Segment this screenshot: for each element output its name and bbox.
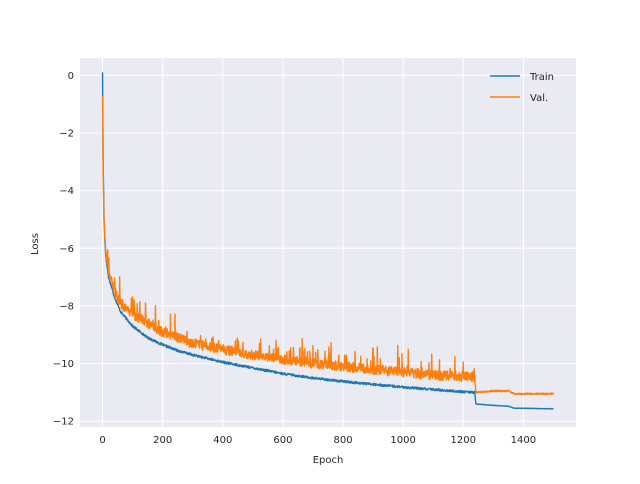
legend: Train Val. — [490, 72, 554, 104]
x-axis-label: Epoch — [313, 455, 344, 466]
y-tick-label: 0 — [68, 71, 74, 82]
x-tick-label: 200 — [153, 435, 172, 446]
y-tick-label: −4 — [59, 186, 74, 197]
y-tick-label: −2 — [59, 128, 74, 139]
x-tick-label: 1000 — [390, 435, 415, 446]
series-lines — [101, 72, 555, 410]
y-axis-ticks: 0 −2 −4 −6 −8 −10 −12 — [53, 71, 74, 428]
series-line-train — [101, 72, 554, 410]
y-axis-label: Loss — [30, 233, 41, 255]
y-tick-label: −10 — [53, 359, 74, 370]
x-tick-label: 1200 — [451, 435, 476, 446]
x-tick-label: 800 — [333, 435, 352, 446]
y-tick-label: −12 — [53, 417, 74, 428]
x-tick-label: 0 — [99, 435, 105, 446]
legend-label-train: Train — [529, 72, 554, 83]
x-axis-ticks: 0 200 400 600 800 1000 1200 1400 — [99, 435, 536, 446]
plot-area — [80, 58, 576, 427]
y-tick-label: −6 — [59, 244, 74, 255]
x-tick-label: 400 — [213, 435, 232, 446]
x-tick-label: 600 — [273, 435, 292, 446]
series-line-val — [101, 95, 555, 396]
legend-label-val: Val. — [530, 93, 548, 104]
x-tick-label: 1400 — [511, 435, 536, 446]
y-tick-label: −8 — [59, 301, 74, 312]
